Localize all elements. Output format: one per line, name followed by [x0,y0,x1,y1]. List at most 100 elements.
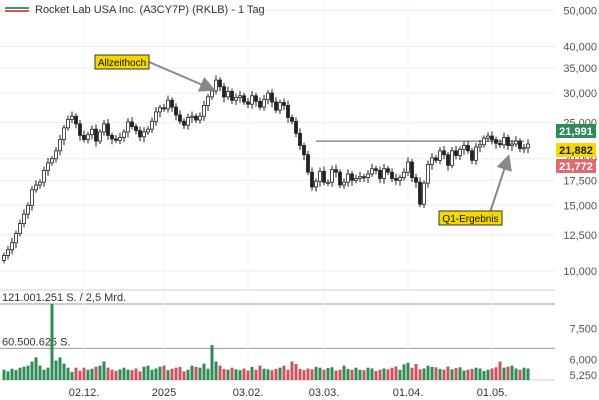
volume-bar [502,367,506,380]
price-tick-label: 17,500 [563,175,597,187]
volume-bar [398,369,402,380]
candle-body [438,150,442,161]
annotation-box [438,210,503,226]
volume-bar [478,368,482,380]
candle-body [294,120,298,134]
volume-bar [322,369,326,380]
volume-bar [190,365,194,380]
volume-bar [358,369,362,380]
volume-bar [122,367,126,380]
candle-body [262,99,266,108]
volume-bar [178,366,182,380]
volume-bar [382,368,386,380]
volume-bar [166,370,170,380]
candle-body [170,99,174,108]
time-tick-label: 01.04. [393,387,424,399]
candle-body [106,123,110,136]
candle-body [518,140,522,149]
volume-bar [410,367,414,380]
volume-bar [518,369,522,380]
volume-bar [174,367,178,380]
volume-bar [282,365,286,380]
candle-body [34,184,38,191]
candle-body [78,123,82,136]
candle-body [466,145,470,152]
volume-bar [10,368,14,380]
candle-body [126,121,130,133]
volume-bar [254,369,258,380]
volume-ref-label: 60.500.625 S. [2,336,71,348]
volume-bar [402,364,406,380]
volume-bar [290,361,294,380]
volume-bar [374,370,378,380]
candle-body [506,137,510,146]
volume-bar [118,369,122,380]
candle-body [486,135,490,139]
candle-body [494,139,498,144]
volume-bar [310,369,314,380]
candle-body [526,143,530,149]
candle-body [258,100,262,108]
volume-bar [102,361,106,380]
candle-body [442,150,446,156]
candle-body [230,91,234,101]
candle-body [186,117,190,126]
price-tick-label: 50,000 [563,5,597,17]
volume-bar [470,368,474,380]
volume-bar [186,369,190,380]
time-tick-label: 2025 [152,387,176,399]
volume-bar [222,368,226,380]
volume-bar [14,370,18,380]
volume-bar [114,370,118,380]
candle-body [50,158,54,164]
candle-body [206,96,210,106]
volume-bar [70,371,74,380]
candle-body [182,120,186,126]
volume-bar [354,367,358,380]
annotation-label: Allzeithoch [98,58,146,69]
candle-body [346,173,350,183]
price-tick-label: 15,000 [563,200,597,212]
volume-bar [74,367,78,380]
candle-body [226,91,230,98]
volume-bar [90,368,94,380]
price-tick-label: 10,000 [563,266,597,278]
volume-bar [62,363,66,380]
volume-bar [146,365,150,380]
candle-body [114,138,118,141]
volume-bar [50,304,54,380]
candle-body [178,114,182,122]
volume-bar [142,366,146,380]
volume-bar [42,369,46,380]
volume-bar [270,370,274,380]
candle-body [266,92,270,101]
volume-bar [406,362,410,380]
candle-body [338,171,342,186]
volume-bar [450,369,454,380]
volume-bar [250,366,254,380]
volume-bar [526,368,530,380]
annotation-label: Q1-Ergebnis [442,214,498,225]
candle-body [306,154,310,173]
candle-body [138,130,142,138]
candle-body [478,144,482,148]
volume-bar [362,370,366,380]
candle-body [422,182,426,205]
volume-bar [306,368,310,380]
candle-body [82,134,86,141]
volume-bar [474,367,478,380]
candle-body [214,79,218,92]
volume-bar [342,365,346,380]
volume-bar [78,370,82,380]
candle-body [370,168,374,175]
candle-body [42,170,46,183]
candle-body [94,128,98,142]
candle-body [22,213,26,224]
volume-bar [454,368,458,380]
candle-body [90,128,94,136]
candle-body [46,162,50,171]
volume-bar [126,369,130,380]
candle-body [30,189,34,206]
volume-bar [86,369,90,380]
